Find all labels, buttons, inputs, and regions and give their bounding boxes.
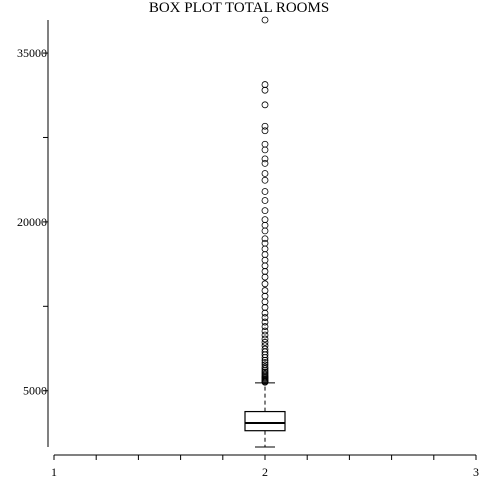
outlier-point	[261, 338, 269, 346]
x-ticks: 1 2 3	[51, 455, 479, 479]
x-tick-label: 1	[51, 465, 57, 479]
outlier-point	[261, 159, 269, 167]
iqr-box	[244, 410, 286, 432]
outlier-point	[261, 235, 269, 243]
outlier-point	[261, 298, 269, 306]
outlier-point	[261, 268, 269, 275]
x-tick-label: 3	[473, 465, 479, 479]
outlier-point	[261, 216, 269, 224]
y-tick-label: 20000	[17, 215, 47, 229]
outlier-point	[261, 335, 269, 343]
y-tick-label: 35000	[17, 46, 47, 60]
outlier-point	[261, 176, 269, 184]
outlier-point	[261, 273, 269, 281]
outlier-point	[261, 146, 269, 154]
outlier-point	[261, 309, 269, 317]
outlier-point	[261, 345, 269, 353]
outlier-point	[261, 280, 269, 288]
outlier-point	[261, 227, 269, 235]
outlier-point	[261, 188, 269, 195]
outlier-point	[261, 207, 269, 215]
box-plot-series	[244, 16, 286, 448]
outlier-point	[261, 331, 269, 339]
chart-title: BOX PLOT TOTAL ROOMS	[149, 0, 329, 16]
plot-area	[244, 16, 286, 448]
outlier-point	[261, 318, 269, 326]
outlier-point	[261, 239, 269, 247]
outlier-point	[261, 327, 269, 335]
outlier-point	[261, 361, 269, 369]
outlier-point	[261, 342, 269, 350]
outlier-point	[261, 359, 269, 366]
outlier-point	[261, 368, 269, 376]
y-axis: 5000 20000 35000	[17, 20, 49, 447]
outlier-point	[261, 292, 269, 300]
outlier-point	[261, 256, 269, 264]
outlier-point	[261, 127, 269, 135]
y-tick-label: 5000	[23, 384, 47, 398]
outlier-point	[261, 101, 269, 109]
outlier-point	[261, 16, 269, 24]
outlier-point	[261, 251, 269, 258]
y-ticks: 5000 20000 35000	[17, 46, 48, 398]
outlier-point	[261, 323, 269, 330]
outlier-point	[261, 86, 269, 94]
outlier-point	[261, 197, 269, 204]
outlier-point	[261, 170, 269, 177]
outlier-point	[261, 245, 269, 253]
outlier-point	[261, 287, 269, 294]
outlier-point	[261, 363, 269, 371]
x-tick-label: 2	[262, 465, 268, 479]
outlier-point	[261, 155, 269, 163]
outlier-point	[261, 122, 269, 130]
x-axis: 1 2 3	[51, 454, 479, 479]
outlier-point	[261, 221, 269, 229]
outlier-point	[261, 314, 269, 321]
outlier-point	[261, 81, 269, 88]
outlier-point	[261, 140, 269, 148]
outlier-point	[261, 262, 269, 270]
outlier-point	[261, 304, 269, 311]
